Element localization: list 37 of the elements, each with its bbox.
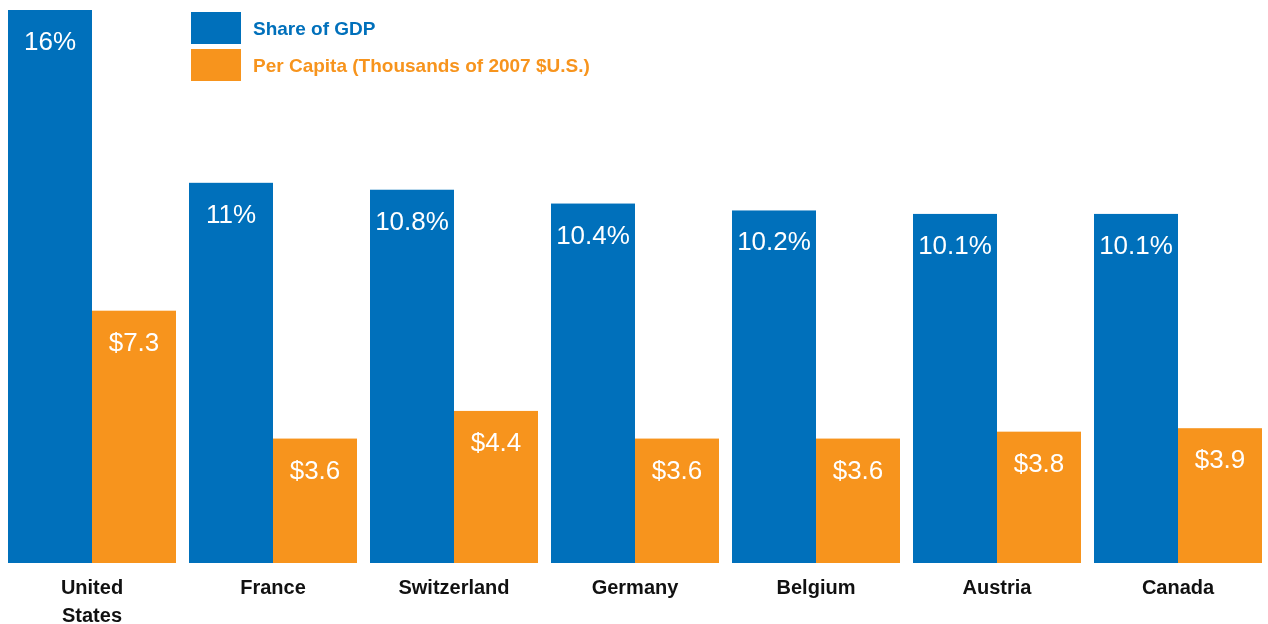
bar: [273, 438, 357, 563]
bar: [551, 203, 635, 563]
data-label: $3.8: [1013, 447, 1065, 478]
x-tick-label: Canada: [1141, 576, 1215, 598]
bar: [454, 410, 538, 563]
x-tick-label: United States: [60, 576, 124, 624]
legend-label: Per Capita (Thousands of 2007 $U.S.): [253, 55, 590, 76]
bar: [189, 182, 273, 563]
x-tick-label: Belgium: [776, 576, 856, 598]
data-label: 10.4%: [556, 219, 630, 250]
bar: [732, 210, 816, 563]
data-label: $3.6: [651, 454, 703, 485]
data-label: 10.2%: [737, 226, 811, 257]
legend-label: Share of GDP: [253, 18, 376, 39]
data-label: $3.6: [832, 454, 884, 485]
data-label: 10.1%: [1099, 229, 1173, 260]
data-label: 10.1%: [918, 229, 992, 260]
bar: [913, 213, 997, 563]
bar: [8, 10, 92, 563]
x-tick-label: Switzerland: [398, 576, 510, 598]
bar: [1094, 213, 1178, 563]
bar: [92, 310, 176, 563]
bar: [997, 431, 1081, 563]
data-label: $3.9: [1194, 444, 1246, 475]
bar: [1178, 428, 1262, 563]
data-label: 10.8%: [375, 205, 449, 236]
data-label: 16%: [23, 26, 77, 56]
x-tick-label: Germany: [591, 576, 680, 598]
data-label: $3.6: [289, 454, 341, 485]
x-tick-label: France: [240, 576, 306, 598]
data-label: $7.3: [108, 326, 160, 357]
data-label: $4.4: [470, 426, 522, 457]
bar: [635, 438, 719, 563]
bar: [370, 189, 454, 563]
x-tick-label: Austria: [962, 576, 1033, 598]
bar: [816, 438, 900, 563]
data-label: 11%: [205, 198, 257, 229]
